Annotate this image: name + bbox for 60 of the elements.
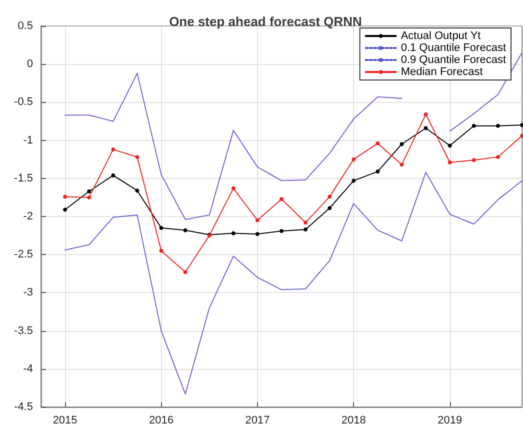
point xyxy=(400,142,404,146)
point xyxy=(304,227,308,232)
point xyxy=(376,170,380,174)
point xyxy=(87,195,92,200)
y-tick-label: 0 xyxy=(26,58,33,70)
legend-label: Actual Output Yt xyxy=(400,30,481,42)
y-tick-label: -0.5 xyxy=(14,96,33,108)
x-tick-label: 2018 xyxy=(341,414,366,426)
point xyxy=(111,147,116,152)
point xyxy=(231,231,236,236)
point xyxy=(328,194,332,199)
point xyxy=(111,173,116,178)
x-tick-label: 2016 xyxy=(149,414,174,426)
point xyxy=(400,162,404,167)
legend-label: 0.9 Quantile Forecast xyxy=(400,54,506,66)
point xyxy=(183,270,188,274)
y-tick-label: -4.5 xyxy=(14,401,33,413)
point xyxy=(352,157,356,162)
point xyxy=(520,123,523,128)
point xyxy=(520,134,523,138)
point xyxy=(183,228,188,232)
point xyxy=(496,124,500,128)
point xyxy=(352,178,356,183)
legend-label: 0.1 Quantile Forecast xyxy=(400,42,506,54)
x-tick-label: 2015 xyxy=(52,414,78,426)
x-tick-label: 2017 xyxy=(245,414,270,426)
point xyxy=(496,155,500,160)
point xyxy=(280,196,284,201)
point xyxy=(63,194,68,199)
point xyxy=(304,220,308,225)
point xyxy=(135,188,140,193)
y-tick-label: -3.5 xyxy=(14,324,33,337)
point xyxy=(255,218,260,222)
point xyxy=(231,186,236,190)
point xyxy=(63,208,68,212)
legend-label: Median Forecast xyxy=(400,66,483,78)
y-tick-label: -1 xyxy=(23,134,33,146)
point xyxy=(280,228,284,233)
y-tick-label: -3 xyxy=(23,286,33,299)
point xyxy=(424,112,428,116)
point xyxy=(376,141,380,146)
point xyxy=(159,248,164,253)
point xyxy=(255,232,260,236)
point xyxy=(448,144,452,148)
point xyxy=(135,155,140,160)
point xyxy=(87,189,92,194)
y-tick-label: -1.5 xyxy=(14,172,33,184)
point xyxy=(448,160,452,164)
y-tick-label: -2 xyxy=(23,210,33,222)
point xyxy=(472,124,476,128)
x-tick-label: 2019 xyxy=(438,414,462,426)
chart-title: One step ahead forecast QRNN xyxy=(169,14,362,29)
point xyxy=(328,206,332,210)
y-tick-label: -2.5 xyxy=(14,248,33,261)
point xyxy=(159,226,164,230)
y-tick-label: 0.5 xyxy=(18,20,33,32)
point xyxy=(472,158,476,162)
point xyxy=(424,126,428,130)
y-tick-label: -4 xyxy=(23,362,33,375)
line-series xyxy=(64,172,522,395)
